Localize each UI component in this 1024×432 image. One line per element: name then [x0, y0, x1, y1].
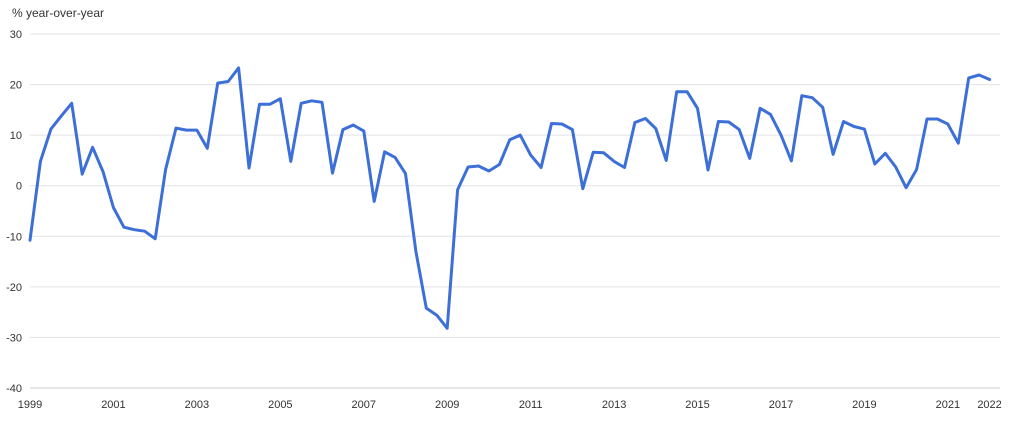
y-axis-label: % year-over-year — [12, 6, 104, 20]
x-tick-label: 2005 — [268, 399, 292, 411]
y-tick-label: -20 — [6, 282, 22, 294]
y-tick-label: -10 — [6, 231, 22, 243]
x-tick-label: 2011 — [519, 399, 543, 411]
series-line-0 — [28, 66, 992, 330]
y-tick-label: 0 — [16, 181, 22, 193]
y-tick-label: -30 — [6, 332, 22, 344]
x-tick-label: 2019 — [852, 399, 876, 411]
x-tick-label: 2022 — [977, 399, 1001, 411]
x-tick-label: 2017 — [769, 399, 793, 411]
x-tick-labels: 1999 2001 2003 2005 2007 2009 2011 2013 2015 2017… — [18, 399, 1002, 411]
x-tick-label: 2007 — [352, 399, 376, 411]
y-tick-label: -40 — [6, 383, 22, 395]
x-tick-label: 2015 — [685, 399, 709, 411]
x-tick-label: 2009 — [435, 399, 459, 411]
x-tick-label: 2003 — [185, 399, 209, 411]
y-tick-label: 10 — [10, 130, 22, 142]
x-tick-label: 2021 — [936, 399, 960, 411]
y-tick-label: 30 — [10, 29, 22, 41]
x-tick-label: 1999 — [18, 399, 42, 411]
series-layer — [28, 66, 992, 330]
gridlines — [30, 33, 1000, 389]
x-tick-label: 2013 — [602, 399, 626, 411]
x-tick-label: 2001 — [101, 399, 125, 411]
y-tick-labels: 30 20 10 0 -10 -20 -30 -40 — [6, 29, 22, 395]
y-tick-label: 20 — [10, 80, 22, 92]
